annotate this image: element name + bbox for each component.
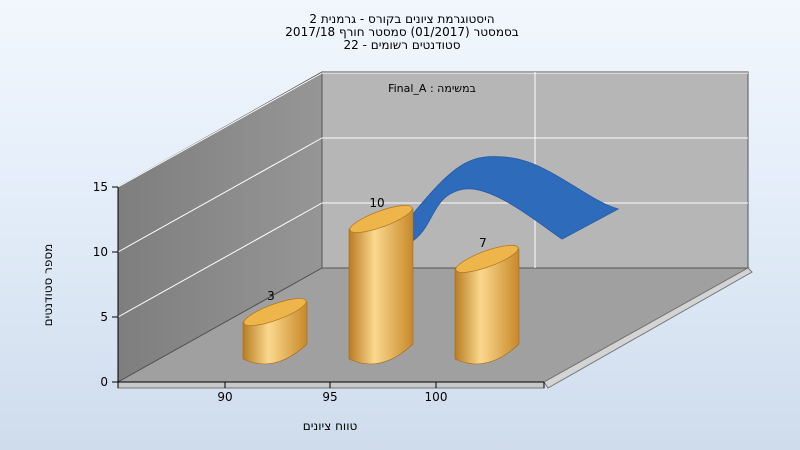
- side-gridline: [117, 202, 323, 318]
- bar-body: [348, 208, 414, 365]
- y-tick-label: 15: [93, 180, 108, 194]
- bar: [242, 298, 308, 365]
- x-tick-label: 90: [217, 390, 232, 404]
- x-axis-label: טווח ציונים: [303, 419, 358, 433]
- bar-top: [455, 244, 519, 273]
- bars: [242, 205, 520, 365]
- bar-value-label: 10: [369, 196, 384, 210]
- title-line-1: היסטוגרמת ציונים בקורס - גרמנית 2: [309, 12, 494, 26]
- legend-entry: Final_A : במשימה: [388, 82, 476, 95]
- axes: 0 5 10 15 90 95 100: [93, 180, 545, 404]
- title-line-2: בסמסטר (01/2017) סמסטר חורף 2017/18: [285, 25, 518, 39]
- bar-body: [454, 248, 520, 365]
- curve-ribbon: [409, 156, 620, 244]
- floor-right-edge: [543, 267, 753, 389]
- bar-top: [243, 298, 307, 327]
- x-tick-label: 100: [425, 390, 448, 404]
- distribution-curve: [409, 156, 620, 244]
- data-labels: 3 10 7: [267, 196, 487, 303]
- chart-title: היסטוגרמת ציונים בקורס - גרמנית 2 בסמסטר…: [285, 12, 518, 52]
- floor-front-edge: [117, 381, 545, 389]
- gridlines: [117, 72, 748, 318]
- x-tick-label: 95: [322, 390, 337, 404]
- y-axis-label: מספר סטודנטים: [41, 244, 55, 327]
- y-tick-label: 5: [100, 310, 108, 324]
- side-gridline: [117, 137, 323, 253]
- y-tick-label: 10: [93, 245, 108, 259]
- side-gridline: [117, 72, 323, 188]
- bar: [348, 205, 414, 365]
- bar-value-label: 7: [479, 236, 487, 250]
- bar-value-label: 3: [267, 289, 275, 303]
- bar: [454, 244, 520, 365]
- bar-top: [349, 205, 413, 233]
- title-line-3: סטודנטים רשומים - 22: [343, 38, 460, 52]
- y-tick-label: 0: [100, 375, 108, 389]
